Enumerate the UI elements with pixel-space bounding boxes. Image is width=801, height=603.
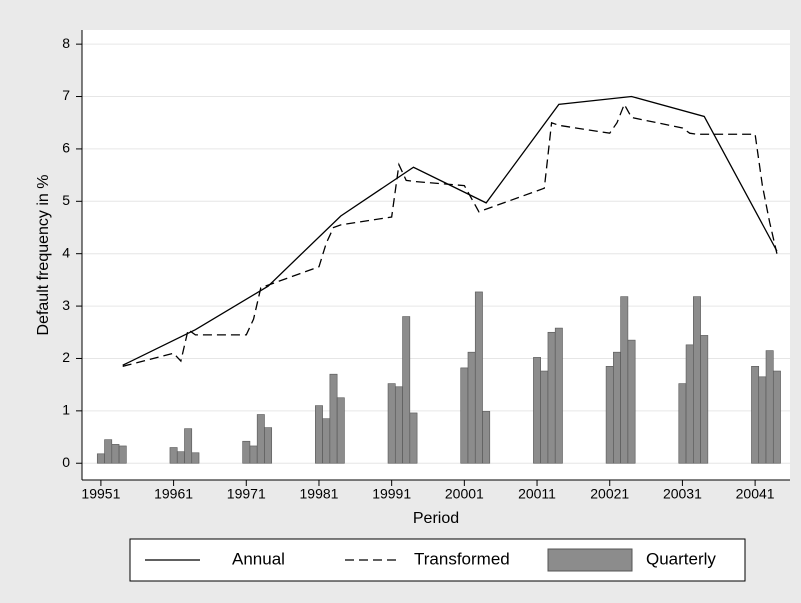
- y-tick-label: 1: [62, 402, 70, 418]
- bar: [409, 412, 418, 464]
- bar: [540, 370, 549, 464]
- marks: [96, 95, 781, 464]
- bar: [176, 451, 185, 464]
- legend-label: Transformed: [414, 549, 510, 568]
- grid: [82, 43, 790, 464]
- axes: 0 1 2 3 4 5 6 7 8 19951 19961 19971 19981 19991 20001 2…: [62, 35, 775, 502]
- bar: [482, 411, 491, 464]
- bar: [554, 327, 563, 464]
- bar: [242, 440, 251, 464]
- bar: [111, 444, 120, 464]
- y-tick-label: 0: [62, 454, 70, 470]
- bar: [693, 296, 701, 464]
- bar: [613, 351, 621, 464]
- bar: [685, 344, 694, 464]
- x-tick-label: 20031: [663, 486, 702, 502]
- bar: [460, 367, 469, 464]
- y-tick-label: 5: [62, 192, 70, 208]
- legend-label: Annual: [232, 549, 285, 568]
- bar: [169, 447, 178, 464]
- bar: [329, 373, 338, 464]
- bar: [533, 357, 541, 464]
- bar: [264, 427, 273, 464]
- bar: [118, 445, 127, 464]
- x-tick-label: 19991: [372, 486, 411, 502]
- x-tick-label: 19981: [300, 486, 339, 502]
- bar: [627, 339, 636, 464]
- line: [122, 102, 778, 367]
- x-axis-title: Period: [413, 510, 459, 527]
- line: [122, 95, 778, 366]
- bar: [474, 291, 483, 464]
- bar: [104, 439, 113, 464]
- legend-entries: Annual Transformed Quarterly: [145, 548, 716, 572]
- plot-area: [82, 30, 790, 480]
- bar: [336, 397, 345, 464]
- y-tick-label: 4: [62, 244, 70, 260]
- bar: [387, 383, 396, 464]
- x-tick-label: 20011: [518, 486, 556, 502]
- bar: [402, 316, 411, 464]
- y-tick-label: 7: [62, 87, 70, 103]
- x-tick-label: 19961: [154, 486, 193, 502]
- y-tick-label: 2: [62, 349, 70, 365]
- y-axis-title: Default frequency in %: [35, 175, 52, 336]
- x-tick-label: 20001: [445, 486, 484, 502]
- bar: [315, 405, 323, 464]
- bar: [772, 370, 781, 464]
- bar: [256, 414, 265, 464]
- legend: [129, 538, 746, 582]
- bar: [394, 386, 403, 464]
- bar: [758, 376, 767, 464]
- x-tick-label: 19951: [81, 486, 120, 502]
- y-tick-label: 8: [62, 35, 70, 51]
- bar: [605, 366, 614, 464]
- bar: [96, 453, 105, 464]
- bar: [751, 366, 760, 464]
- bar: [184, 428, 193, 464]
- bar: [467, 351, 476, 464]
- bar: [249, 445, 258, 464]
- y-tick-label: 6: [62, 140, 70, 156]
- bar: [322, 418, 331, 464]
- x-tick-label: 20041: [736, 486, 775, 502]
- bar: [620, 296, 629, 464]
- bar: [191, 452, 200, 464]
- legend-label: Quarterly: [646, 549, 716, 568]
- x-tick-label: 19971: [227, 486, 266, 502]
- x-tick-label: 20021: [590, 486, 629, 502]
- bar: [678, 383, 687, 464]
- legend-swatch: [547, 548, 633, 572]
- bar: [700, 335, 709, 464]
- y-tick-label: 3: [62, 297, 70, 313]
- bar: [765, 350, 774, 464]
- bar: [547, 331, 556, 464]
